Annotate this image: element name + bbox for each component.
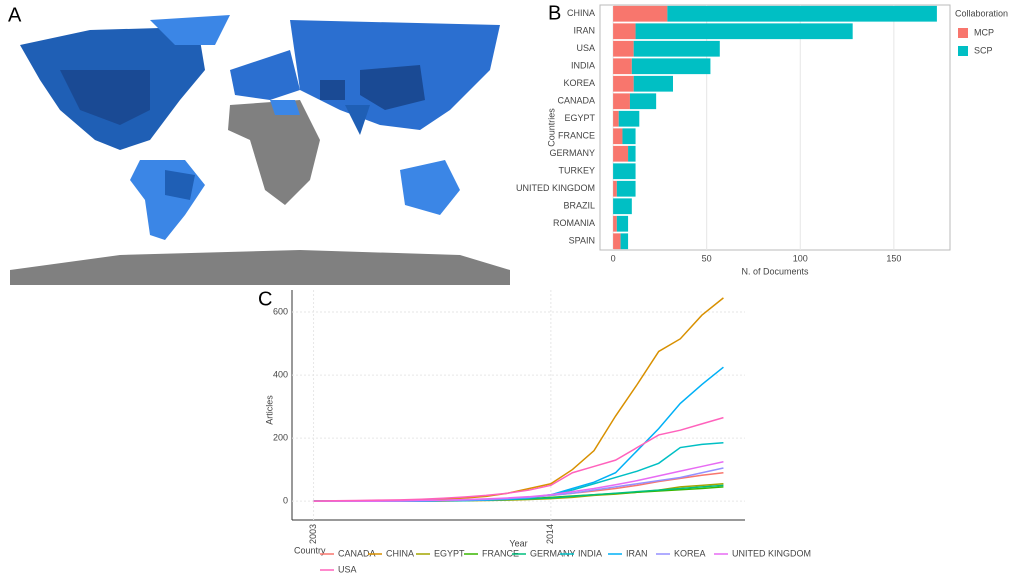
usa [60,70,150,125]
legend-label: FRANCE [482,548,519,558]
bar-segment [613,75,634,92]
y-tick-label: CHINA [567,8,595,18]
y-tick-label: SPAIN [569,236,595,246]
bar-segment [620,233,629,250]
legend-swatch [958,46,968,56]
x-tick-label: 2014 [545,524,555,544]
bar-segment [633,40,720,57]
y-tick-label: GERMANY [549,148,595,158]
legend-label: UNITED KINGDOM [732,548,811,558]
legend-label: SCP [974,45,993,55]
bar-segment [613,40,634,57]
bar-segment [616,215,629,232]
bar-segment [628,145,636,162]
europe [230,50,300,100]
y-axis-title: Articles [264,395,274,425]
bar-segment [635,23,853,40]
y-tick-label: ROMANIA [553,218,595,228]
legend-label: MCP [974,27,994,37]
y-tick-label: FRANCE [558,131,595,141]
plot-bg [599,4,951,251]
legend-label: EGYPT [434,548,465,558]
bar-segment [613,233,621,250]
y-tick-label: INDIA [571,61,595,71]
x-tick-label: 100 [793,253,808,263]
y-tick-label: USA [576,43,595,53]
line [313,297,724,502]
bar-segment [613,128,623,145]
bar-segment [613,93,630,110]
bar-segment [633,75,673,92]
legend-label: INDIA [578,548,602,558]
bar-segment [629,93,657,110]
y-tick-label: CANADA [557,96,595,106]
australia [400,160,460,215]
y-tick-label: BRAZIL [563,201,595,211]
bar-segment [616,180,636,197]
x-tick-label: 2003 [308,524,318,544]
bar-segment [613,5,668,22]
x-tick-label: 50 [702,253,712,263]
legend-label: IRAN [626,548,648,558]
china [360,65,425,110]
y-tick-label: 200 [273,432,288,442]
y-tick-label: 400 [273,369,288,379]
bar-segment [613,110,619,127]
x-tick-label: 150 [886,253,901,263]
legend-label: GERMANY [530,548,576,558]
y-tick-label: IRAN [573,26,595,36]
bar-segment [667,5,937,22]
bar-segment [618,110,640,127]
bar-segment [613,215,617,232]
bar-segment [613,163,636,180]
x-tick-label: 0 [611,253,616,263]
legend-label: USA [338,564,357,574]
panel-label: C [258,288,272,310]
legend-title: Collaboration [955,8,1008,18]
legend-label: CHINA [386,548,414,558]
antarctica [10,250,510,285]
legend-label: CANADA [338,548,376,558]
x-axis-title: Year [509,538,527,548]
line [313,460,724,502]
africa [228,100,320,205]
bar-segment [613,23,636,40]
bar-segment [613,58,632,75]
panel-label: B [548,2,561,24]
iran [320,80,345,100]
y-tick-label: 0 [283,495,288,505]
greenland [150,15,230,45]
y-tick-label: EGYPT [564,113,595,123]
legend-label: KOREA [674,548,706,558]
legend-swatch [958,28,968,38]
y-tick-label: UNITED KINGDOM [516,183,595,193]
bar-segment [613,180,617,197]
x-axis-title: N. of Documents [741,266,809,276]
y-tick-label: KOREA [563,78,595,88]
y-tick-label: 600 [273,306,288,316]
y-tick-label: TURKEY [558,166,595,176]
bar-segment [613,198,632,215]
line [313,416,724,502]
y-axis-title: Countries [546,108,556,147]
line [313,467,724,502]
bar-segment [613,145,629,162]
brazil [165,170,195,200]
world-map [10,5,510,285]
panel-label: A [8,4,22,26]
india [345,105,370,135]
bar-segment [631,58,711,75]
legend-title: Country [294,545,326,555]
bar-segment [622,128,636,145]
egypt [270,100,300,115]
